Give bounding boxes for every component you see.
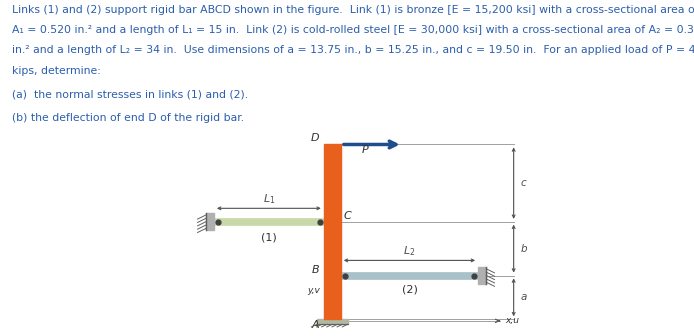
Text: $L_2$: $L_2$	[403, 244, 416, 258]
Text: b: b	[520, 244, 527, 254]
Text: x,u: x,u	[505, 317, 519, 325]
Bar	[206, 213, 214, 230]
Text: A₁ = 0.520 in.² and a length of L₁ = 15 in.  Link (2) is cold-rolled steel [E = : A₁ = 0.520 in.² and a length of L₁ = 15 …	[12, 25, 694, 35]
Text: D: D	[311, 133, 320, 143]
Text: A: A	[312, 320, 320, 330]
Text: P: P	[362, 145, 369, 155]
Text: kips, determine:: kips, determine:	[12, 66, 101, 76]
Bar	[214, 218, 323, 225]
Text: (a)  the normal stresses in links (1) and (2).: (a) the normal stresses in links (1) and…	[12, 89, 248, 99]
Text: (1): (1)	[261, 233, 277, 243]
Text: C: C	[344, 211, 351, 221]
Text: c: c	[520, 178, 526, 188]
Text: a: a	[520, 292, 527, 302]
Bar	[317, 319, 348, 324]
Text: $L_1$: $L_1$	[262, 192, 275, 206]
Text: Links (1) and (2) support rigid bar ABCD shown in the figure.  Link (1) is bronz: Links (1) and (2) support rigid bar ABCD…	[12, 5, 694, 15]
Bar	[341, 272, 478, 279]
Text: in.² and a length of L₂ = 34 in.  Use dimensions of a = 13.75 in., b = 15.25 in.: in.² and a length of L₂ = 34 in. Use dim…	[12, 45, 694, 55]
Text: B: B	[312, 265, 320, 275]
Text: (b) the deflection of end D of the rigid bar.: (b) the deflection of end D of the rigid…	[12, 113, 244, 123]
Text: y,v: y,v	[307, 286, 321, 295]
Bar	[323, 144, 341, 319]
Bar	[478, 267, 486, 284]
Text: (2): (2)	[402, 285, 417, 295]
